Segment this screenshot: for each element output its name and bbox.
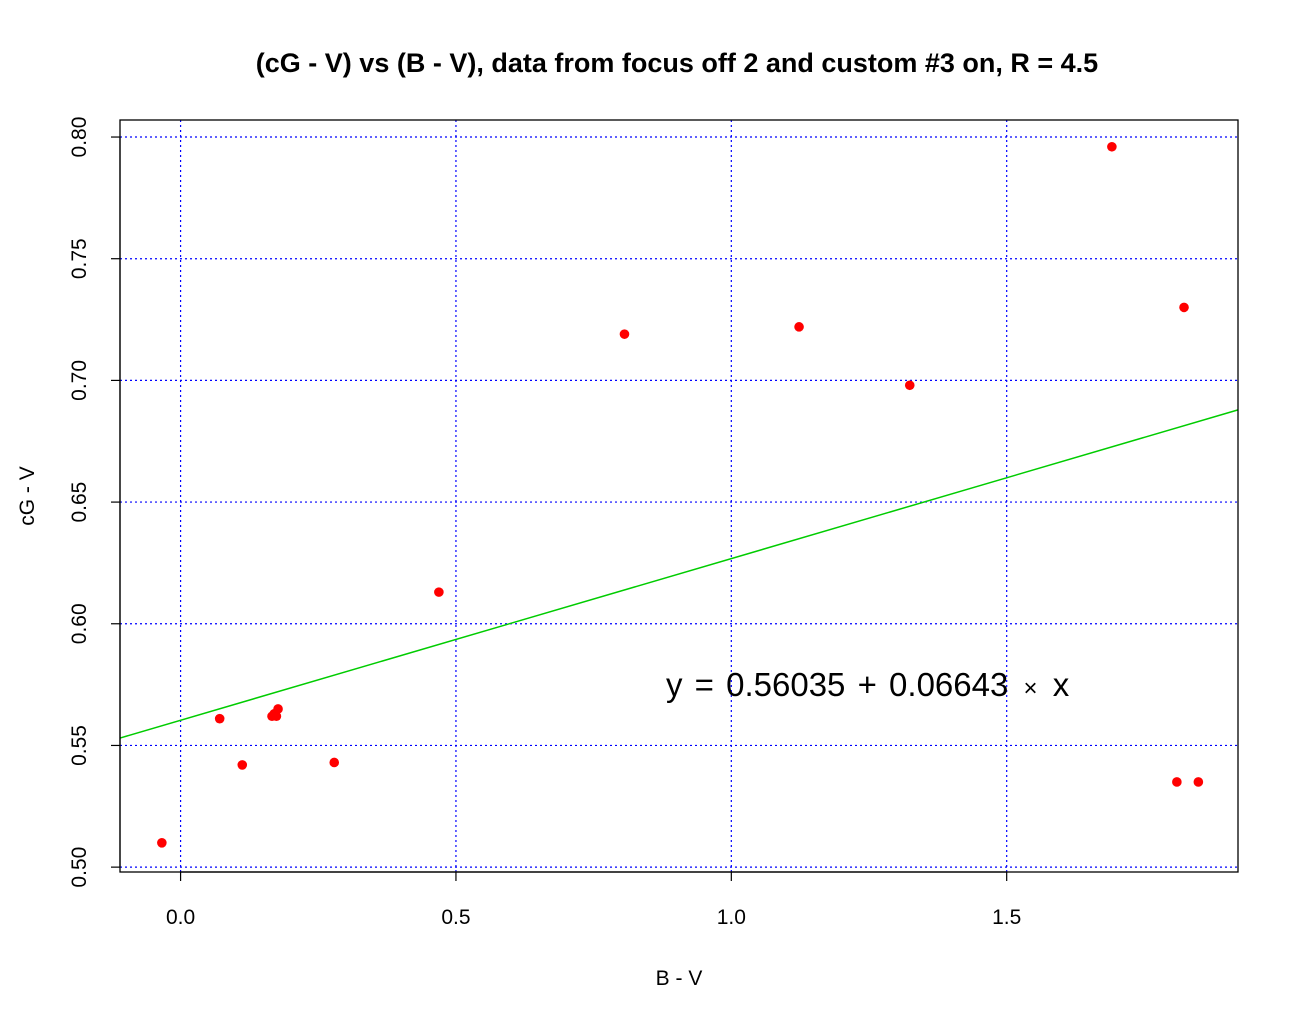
chart-title: (cG - V) vs (B - V), data from focus off… (256, 48, 1098, 78)
x-tick-label-0: 0.0 (166, 906, 195, 929)
x-tick-label-2: 1.0 (717, 906, 746, 929)
x-tick-label-3: 1.5 (992, 906, 1021, 929)
data-points (157, 141, 1204, 848)
y-tick-label-4: 0.70 (68, 360, 91, 401)
x-axis: 0.0 0.5 1.0 1.5 (166, 871, 1021, 929)
y-tick-label-3: 0.65 (68, 482, 91, 523)
eq-x-symbol: x (1053, 666, 1070, 703)
eq-y-symbol: y (666, 666, 683, 703)
eq-equals-symbol: = (695, 666, 714, 703)
y-tick-label-5: 0.75 (68, 238, 91, 279)
eq-slope: 0.06643 (889, 666, 1008, 703)
data-point-7 (329, 757, 340, 768)
regression-line (119, 409, 1239, 739)
data-point-9 (619, 329, 630, 339)
eq-intercept: 0.56035 (726, 666, 845, 703)
data-point-5 (271, 711, 282, 722)
x-tick-label-1: 0.5 (441, 906, 470, 929)
y-tick-label-6: 0.80 (68, 117, 91, 158)
data-point-14 (1179, 302, 1189, 313)
y-tick-label-2: 0.60 (68, 603, 91, 644)
x-axis-label: B - V (656, 967, 703, 990)
data-point-2 (237, 760, 248, 770)
grid (120, 120, 1238, 872)
data-point-0 (157, 837, 167, 848)
y-axis-label: cG - V (16, 466, 39, 526)
y-tick-label-0: 0.50 (68, 847, 91, 888)
data-point-8 (434, 587, 444, 597)
data-point-13 (1172, 777, 1182, 787)
fit-equation-annotation: y = 0.56035 + 0.06643 × x (666, 666, 1070, 703)
data-point-1 (214, 713, 225, 724)
data-point-6 (273, 704, 283, 714)
y-tick-label-1: 0.55 (68, 725, 91, 766)
eq-times-symbol: × (1024, 675, 1038, 702)
regression-line-layer (119, 409, 1239, 739)
eq-plus-symbol: + (858, 666, 877, 703)
y-axis: 0.50 0.55 0.60 0.65 0.70 0.75 0.80 (68, 117, 121, 888)
data-point-15 (1193, 777, 1204, 787)
data-point-11 (904, 380, 915, 391)
data-point-12 (1107, 141, 1117, 152)
data-point-10 (794, 322, 804, 332)
